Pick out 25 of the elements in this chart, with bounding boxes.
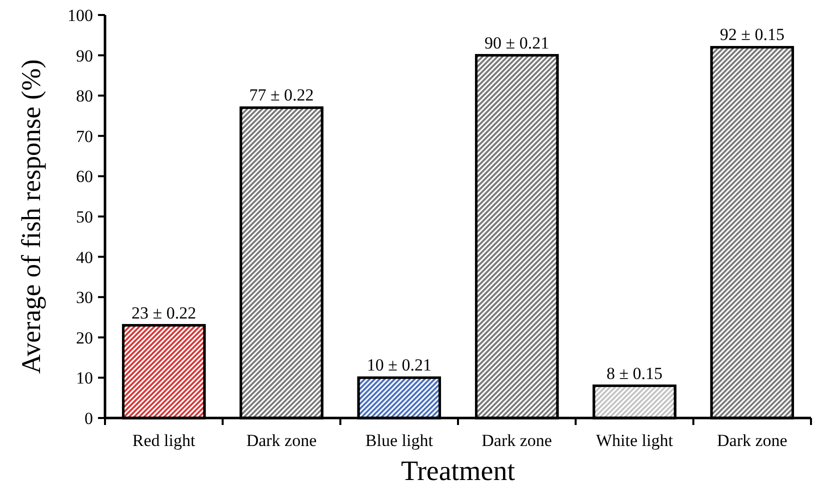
x-tick-label: Dark zone xyxy=(717,431,788,450)
y-tick-label: 100 xyxy=(68,6,93,25)
data-label: 90 ± 0.21 xyxy=(484,33,550,52)
data-label: 77 ± 0.22 xyxy=(249,86,314,105)
x-tick-label: Blue light xyxy=(365,431,434,450)
x-axis-title: Treatment xyxy=(400,456,516,487)
y-tick-label: 40 xyxy=(76,248,93,267)
y-tick-label: 0 xyxy=(84,408,93,428)
y-tick-label: 60 xyxy=(76,167,93,186)
x-tick-label: Red light xyxy=(132,431,196,450)
y-tick-label: 30 xyxy=(76,288,93,308)
y-tick-label: 80 xyxy=(76,86,93,106)
x-tick-label: Dark zone xyxy=(482,431,552,450)
x-tick-label: Dark zone xyxy=(246,431,317,450)
data-label: 23 ± 0.22 xyxy=(132,303,196,322)
data-label: 92 ± 0.15 xyxy=(720,25,784,44)
y-tick-label: 20 xyxy=(76,328,93,348)
x-tick-label: White light xyxy=(596,431,674,450)
data-label: 8 ± 0.15 xyxy=(606,364,663,383)
y-tick-label: 50 xyxy=(76,207,93,226)
data-label: 10 ± 0.21 xyxy=(366,356,432,375)
y-tick-label: 10 xyxy=(76,368,93,388)
y-axis-title: Average of fish response (%) xyxy=(16,59,46,374)
y-tick-label: 90 xyxy=(76,46,93,66)
y-tick-label: 70 xyxy=(76,126,93,146)
